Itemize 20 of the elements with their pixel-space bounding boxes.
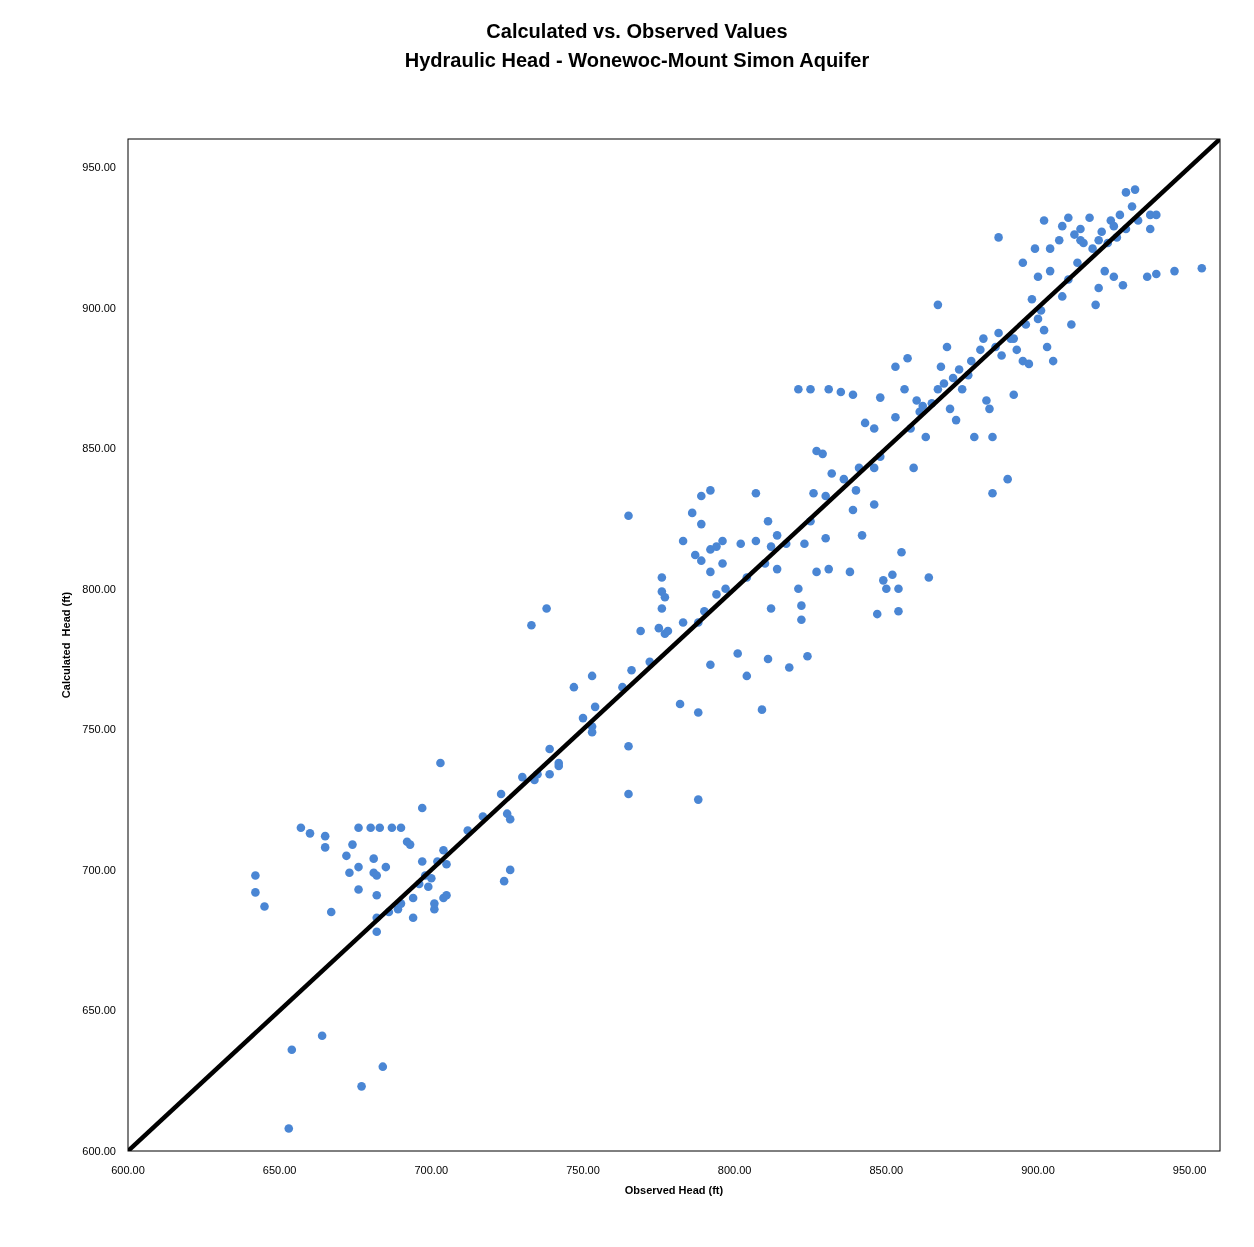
- y-tick-label: 900.00: [82, 301, 116, 314]
- chart-subtitle: Hydraulic Head - Wonewoc-Mount Simon Aquifer: [404, 49, 870, 71]
- x-axis-title: Observed Head (ft): [624, 1184, 724, 1196]
- y-tick-label: 600.00: [82, 1145, 116, 1157]
- x-tick-label: 900.00: [1021, 1164, 1055, 1176]
- x-tick-label: 700.00: [414, 1164, 449, 1176]
- y-tick-label: 650.00: [82, 1004, 116, 1017]
- y-tick-label: 700.00: [82, 863, 116, 876]
- x-tick-label: 950.00: [1172, 1164, 1207, 1176]
- x-tick-label: 800.00: [717, 1164, 752, 1176]
- chart-title: Calculated vs. Observed Values: [486, 20, 788, 42]
- x-tick-label: 750.00: [566, 1164, 600, 1176]
- x-tick-label: 650.00: [262, 1164, 297, 1176]
- y-axis-title: Calculated Head (ft): [60, 591, 72, 699]
- y-tick-label: 950.00: [82, 161, 116, 174]
- y-tick-label: 850.00: [82, 442, 116, 455]
- x-tick-label: 600.00: [111, 1164, 145, 1176]
- y-tick-label: 800.00: [82, 582, 116, 595]
- y-tick-label: 750.00: [82, 723, 116, 736]
- x-tick-label: 850.00: [869, 1164, 904, 1176]
